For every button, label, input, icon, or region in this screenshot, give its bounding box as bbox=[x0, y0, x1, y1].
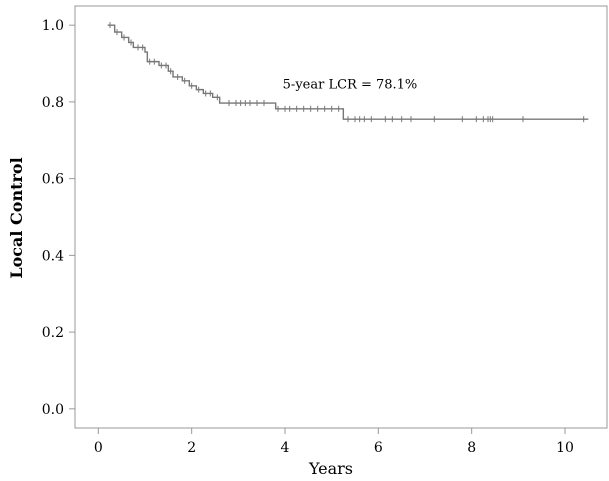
x-tick-label: 0 bbox=[94, 440, 103, 456]
y-tick-label: 1.0 bbox=[42, 18, 64, 34]
y-tick-label: 0.4 bbox=[42, 248, 64, 264]
annotation-group: 5-year LCR = 78.1% bbox=[283, 77, 418, 92]
y-axis: 0.0 0.2 0.4 0.6 0.8 1.0 bbox=[42, 18, 75, 418]
x-axis-label: Years bbox=[308, 459, 353, 478]
x-tick-label: 8 bbox=[467, 440, 476, 456]
x-tick-label: 2 bbox=[187, 440, 196, 456]
x-tick-label: 6 bbox=[374, 440, 383, 456]
y-tick-label: 0.6 bbox=[42, 172, 64, 188]
survival-line bbox=[107, 24, 589, 120]
x-axis: 0 2 4 6 8 10 bbox=[94, 428, 574, 456]
annotation-lcr: 5-year LCR = 78.1% bbox=[283, 77, 418, 92]
y-tick-label: 0.8 bbox=[42, 95, 64, 111]
x-tick-label: 4 bbox=[281, 440, 290, 456]
x-tick-label: 10 bbox=[556, 440, 574, 456]
series-group bbox=[107, 22, 589, 123]
y-tick-label: 0.0 bbox=[42, 402, 64, 418]
y-tick-label: 0.2 bbox=[42, 325, 64, 341]
y-axis-label: Local Control bbox=[7, 157, 26, 278]
plot-frame bbox=[74, 5, 608, 429]
